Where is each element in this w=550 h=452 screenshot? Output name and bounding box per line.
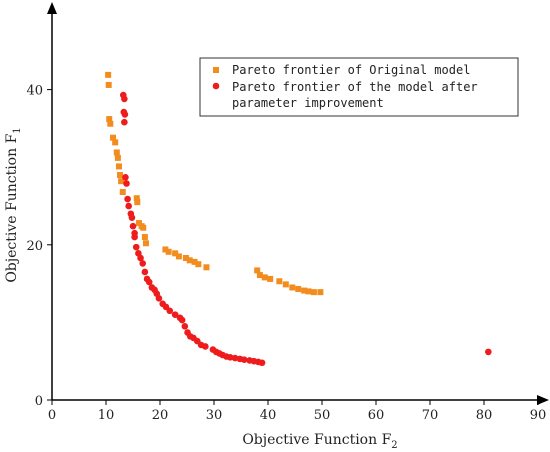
data-point-circle [240, 356, 248, 363]
data-point-circle [122, 173, 129, 181]
data-point-circle [137, 254, 144, 262]
data-point-square [203, 264, 210, 271]
y-axis-label: Objective Function F1 [4, 127, 23, 282]
x-ticks: 0 10 20 30 40 50 60 70 80 90 [48, 400, 546, 423]
data-point-square [305, 288, 312, 295]
data-point-square [118, 178, 125, 185]
data-point-square [134, 199, 141, 206]
legend-marker-improved [212, 82, 220, 90]
x-axis-label-subscript: 2 [391, 440, 397, 451]
data-point-square [119, 189, 126, 196]
y-axis-label-subscript: 1 [12, 127, 23, 133]
legend-marker-original [213, 67, 219, 73]
data-point-circle [202, 343, 209, 350]
data-point-square [172, 250, 179, 257]
data-point-circle [155, 295, 163, 302]
x-tick-label: 40 [260, 408, 277, 423]
data-point-circle [258, 359, 266, 367]
data-point-circle [131, 233, 138, 241]
x-tick-label: 90 [530, 408, 547, 423]
x-tick-label: 70 [422, 408, 439, 423]
data-point-square [317, 289, 324, 296]
data-point-circle [128, 214, 136, 221]
data-point-square [310, 289, 317, 296]
data-point-square [113, 149, 120, 156]
data-point-circle [178, 316, 186, 324]
data-point-circle [231, 354, 239, 362]
data-point-square [142, 240, 149, 247]
data-point-square [105, 81, 112, 88]
data-point-square [162, 246, 169, 253]
series-1 [119, 91, 492, 367]
data-point-square [289, 284, 296, 291]
data-point-circle [141, 268, 149, 276]
y-tick-label: 20 [26, 239, 43, 254]
y-axis-arrow [47, 2, 57, 14]
y-tick-label: 0 [35, 394, 43, 409]
data-point-square [175, 253, 182, 260]
data-point-square [254, 267, 261, 274]
y-ticks: 0 20 40 [26, 84, 52, 409]
x-tick-label: 80 [476, 408, 493, 423]
data-point-square [110, 134, 117, 141]
data-point-square [191, 258, 198, 265]
data-point-square [301, 287, 308, 294]
data-point-square [107, 120, 114, 127]
data-point-circle [181, 322, 189, 330]
data-point-circle [129, 222, 137, 230]
x-tick-label: 10 [98, 408, 115, 423]
legend-label-improved-line1: Pareto frontier of the model after [232, 80, 478, 94]
legend-label-original: Pareto frontier of Original model [232, 63, 470, 77]
data-point-square [267, 275, 274, 282]
axes [47, 2, 549, 405]
data-point-square [276, 278, 283, 285]
data-point-square [115, 163, 122, 170]
data-point-square [195, 261, 202, 268]
series-0 [105, 71, 324, 296]
x-tick-label: 50 [314, 408, 331, 423]
data-point-circle [171, 311, 179, 318]
x-axis-arrow [537, 395, 549, 405]
data-point-square [106, 116, 113, 123]
data-point-square [117, 171, 124, 178]
data-point-square [282, 281, 289, 288]
data-point-square [261, 274, 268, 281]
x-axis-label: Objective Function F2 [242, 432, 397, 451]
legend-label-improved-line2: parameter improvement [232, 96, 384, 110]
data-point-square [182, 254, 189, 261]
legend-box [199, 57, 519, 117]
data-point-square [105, 71, 112, 78]
data-point-circle [226, 354, 234, 361]
data-point-square [165, 248, 172, 255]
data-point-square [133, 195, 140, 202]
data-point-square [112, 139, 119, 146]
data-point-circle [485, 348, 492, 356]
data-point-circle [121, 95, 128, 103]
data-point-square [295, 286, 302, 293]
x-tick-label: 0 [48, 408, 56, 423]
data-point-circle [166, 307, 174, 315]
data-point-square [135, 220, 142, 227]
data-point-square [114, 154, 121, 161]
data-point-square [141, 234, 148, 241]
data-point-square [256, 272, 263, 279]
data-point-circle [121, 111, 129, 118]
data-point-circle [123, 180, 130, 187]
data-point-circle [124, 195, 131, 203]
data-point-circle [125, 202, 132, 210]
x-tick-label: 30 [206, 408, 223, 423]
data-point-square [186, 257, 193, 264]
data-point-circle [121, 118, 128, 126]
data-point-circle [139, 260, 147, 267]
data-point-square [140, 224, 147, 231]
x-tick-label: 60 [368, 408, 385, 423]
data-point-circle [132, 243, 140, 251]
y-tick-label: 40 [26, 84, 43, 99]
legend: Pareto frontier of Original model Pareto… [199, 57, 519, 117]
data-point-circle [145, 278, 153, 286]
x-tick-label: 20 [152, 408, 169, 423]
series-layer [105, 71, 492, 367]
